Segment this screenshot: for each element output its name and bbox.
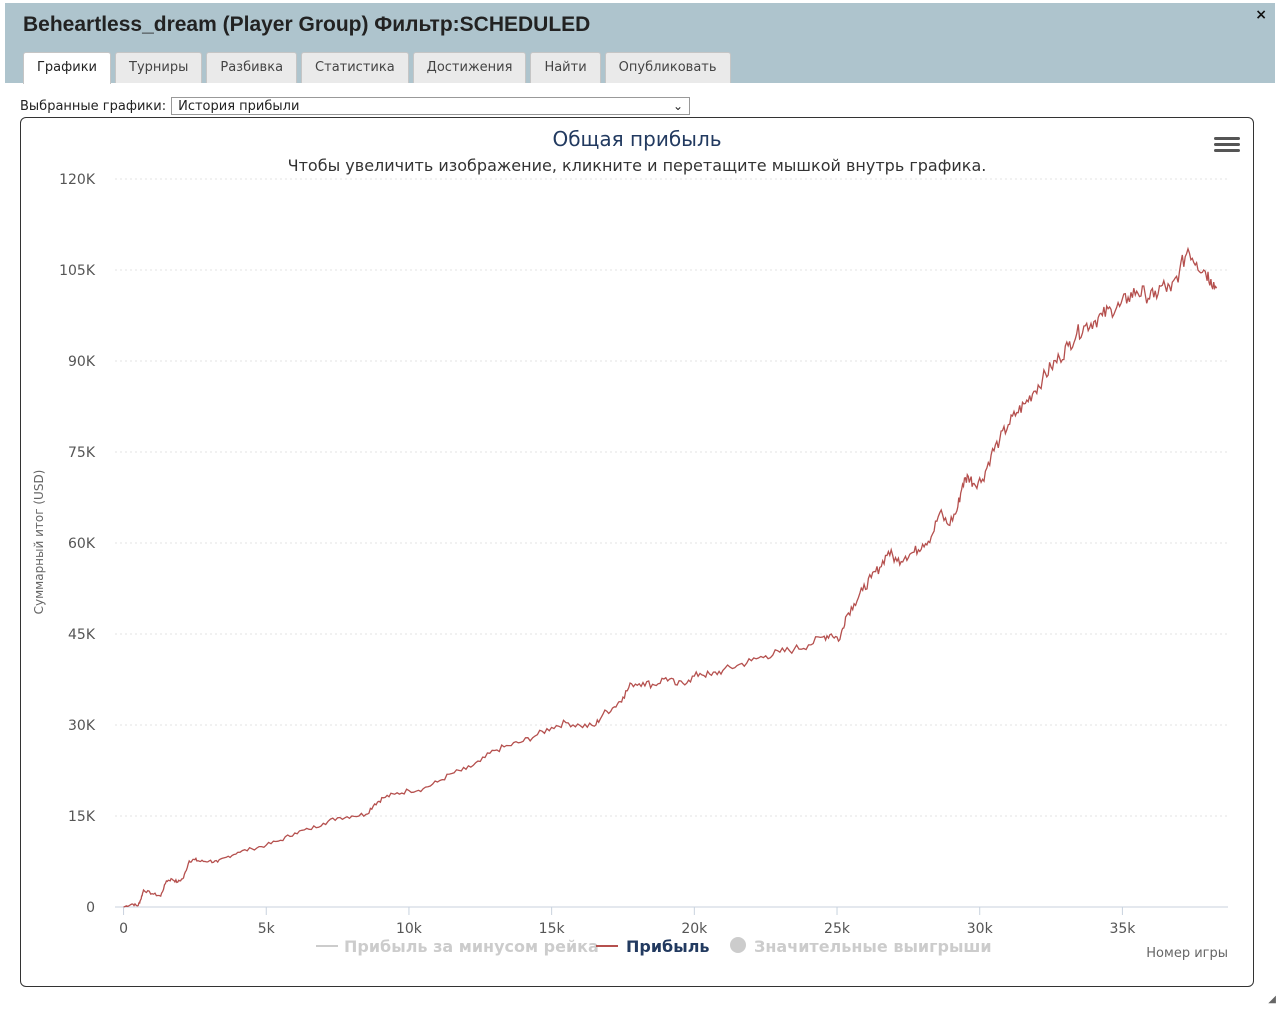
chart-frame bbox=[20, 117, 1254, 987]
y-tick-label: 90K bbox=[68, 354, 96, 370]
close-icon[interactable]: × bbox=[1255, 7, 1267, 23]
x-tick-label: 35k bbox=[1109, 921, 1136, 937]
tab-bar: Графики Турниры Разбивка Статистика Дост… bbox=[23, 52, 731, 84]
tab-breakdown[interactable]: Разбивка bbox=[206, 52, 298, 83]
legend-item[interactable]: Прибыль за минусом рейка bbox=[344, 937, 599, 956]
y-tick-label: 105K bbox=[59, 263, 96, 279]
x-tick-label: 30k bbox=[967, 921, 994, 937]
chart-select-dropdown[interactable]: История прибыли ⌄ bbox=[171, 97, 691, 115]
x-tick-label: 20k bbox=[681, 921, 708, 937]
y-axis-title: Суммарный итог (USD) bbox=[32, 470, 46, 615]
y-tick-label: 0 bbox=[86, 900, 95, 916]
chart-menu-icon[interactable] bbox=[1214, 134, 1240, 156]
tab-achievements[interactable]: Достижения bbox=[412, 52, 527, 83]
legend-item[interactable]: Прибыль bbox=[626, 937, 710, 956]
y-tick-label: 15K bbox=[68, 809, 96, 825]
y-tick-label: 30K bbox=[68, 718, 96, 734]
chart-select-value: История прибыли bbox=[178, 99, 300, 114]
x-tick-label: 25k bbox=[824, 921, 851, 937]
tab-find[interactable]: Найти bbox=[530, 52, 601, 83]
series-line-profit bbox=[123, 246, 1218, 908]
window-header: Beheartless_dream (Player Group) Фильтр:… bbox=[5, 3, 1275, 84]
y-tick-label: 45K bbox=[68, 627, 96, 643]
resize-handle-icon[interactable]: ◢ bbox=[1268, 994, 1276, 1005]
chart-selector-label: Выбранные графики: bbox=[20, 98, 167, 114]
legend-item[interactable]: Значительные выигрыши bbox=[754, 937, 992, 956]
x-tick-label: 15k bbox=[539, 921, 566, 937]
chart-title: Общая прибыль bbox=[552, 127, 721, 151]
legend-symbol bbox=[730, 937, 746, 953]
x-tick-label: 0 bbox=[119, 921, 128, 937]
chart-legend: Прибыль за минусом рейка Прибыль Значитель… bbox=[316, 937, 992, 956]
chart-subtitle: Чтобы увеличить изображение, кликните и … bbox=[288, 156, 987, 175]
x-tick-label: 5k bbox=[258, 921, 276, 937]
profit-chart[interactable]: 0 15K 30K 45K 60K 75K 90K 105K 120K 0 5k 10k 15k 20k… bbox=[20, 117, 1254, 987]
chevron-down-icon: ⌄ bbox=[673, 99, 684, 113]
tab-charts[interactable]: Графики bbox=[23, 52, 112, 84]
y-tick-label: 75K bbox=[68, 445, 96, 461]
x-axis-title: Номер игры bbox=[1146, 946, 1228, 961]
tab-tournaments[interactable]: Турниры bbox=[115, 52, 203, 83]
window-title: Beheartless_dream (Player Group) Фильтр:… bbox=[23, 13, 591, 36]
tab-publish[interactable]: Опубликовать bbox=[604, 52, 731, 83]
x-tick-label: 10k bbox=[396, 921, 423, 937]
chart-selector: Выбранные графики: История прибыли ⌄ bbox=[20, 96, 691, 116]
tab-statistics[interactable]: Статистика bbox=[301, 52, 409, 83]
y-tick-label: 120K bbox=[59, 172, 96, 188]
y-tick-label: 60K bbox=[68, 536, 96, 552]
